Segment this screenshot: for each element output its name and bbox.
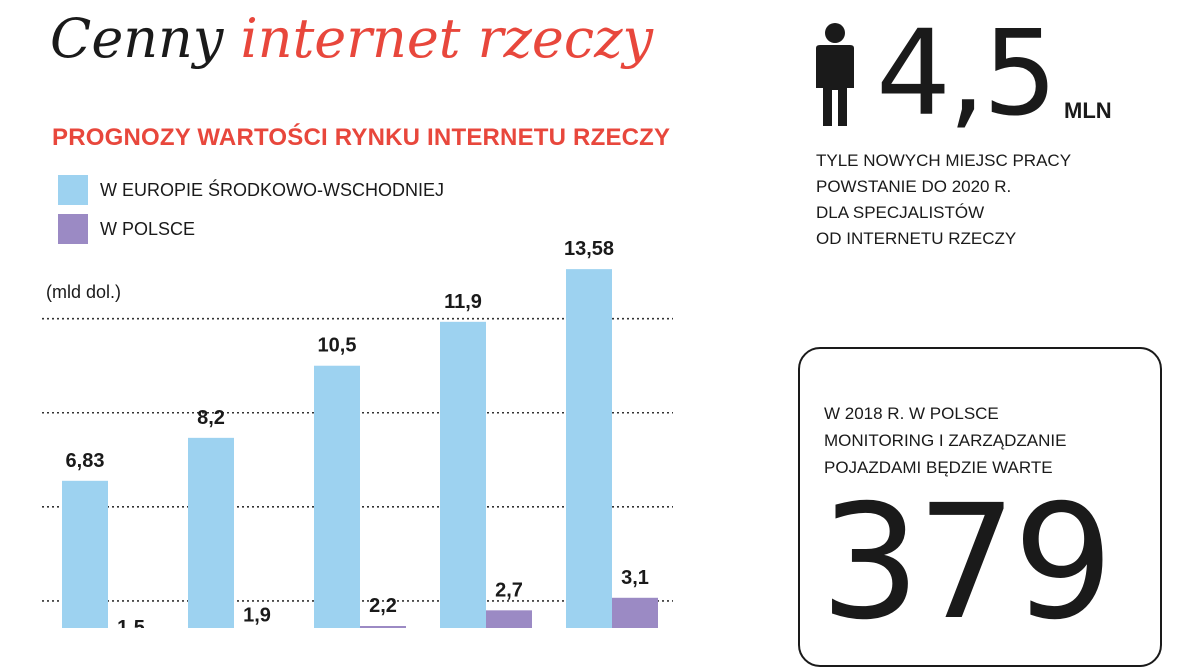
jobs-stat-line: DLA SPECJALISTÓW (816, 203, 985, 222)
bar-europe (62, 480, 108, 628)
box-text-line: W 2018 R. W POLSCE (824, 404, 999, 423)
data-label-europe: 8,2 (197, 407, 225, 429)
y-axis-unit-label: (mld dol.) (46, 282, 122, 302)
jobs-stat-description: TYLE NOWYCH MIEJSC PRACY POWSTANIE DO 20… (816, 148, 1176, 252)
legend-label-poland: W POLSCE (100, 218, 196, 239)
data-label-poland: 2,7 (495, 579, 523, 601)
bar-europe (566, 269, 612, 628)
person-icon (816, 23, 854, 126)
jobs-stat-line: TYLE NOWYCH MIEJSC PRACY (816, 151, 1072, 170)
legend-swatch-poland (58, 214, 88, 244)
legend-item-europe: W EUROPIE ŚRODKOWO-WSCHODNIEJ (58, 175, 444, 205)
bar-europe (314, 365, 360, 628)
jobs-stat-number: 4,5 (876, 4, 1058, 142)
title-part-1: Cenny (50, 7, 241, 70)
bar-chart: 6,83 8,2 10,5 11,9 13,58 1,5 1,9 2,2 2,7 3,1 (42, 238, 673, 628)
box-text-line: POJAZDAMI BĘDZIE WARTE (824, 458, 1053, 477)
data-label-europe: 11,9 (444, 291, 482, 313)
data-label-poland: 1,9 (243, 604, 271, 626)
jobs-stat-line: POWSTANIE DO 2020 R. (816, 177, 1012, 196)
jobs-stat-unit: MLN (1064, 98, 1112, 123)
bar-poland (486, 610, 532, 628)
bar-poland (612, 597, 658, 628)
legend-label-europe: W EUROPIE ŚRODKOWO-WSCHODNIEJ (100, 179, 445, 200)
bar-europe (440, 321, 486, 628)
legend-swatch-europe (58, 175, 88, 205)
legend-item-poland: W POLSCE (58, 214, 195, 244)
bar-europe (188, 437, 234, 628)
data-label-poland: 1,5 (117, 617, 145, 628)
data-label-europe: 6,83 (66, 450, 105, 472)
jobs-stat-line: OD INTERNETU RZECZY (816, 229, 1017, 248)
data-label-poland: 3,1 (621, 567, 649, 589)
bar-poland (360, 626, 406, 628)
vehicle-monitoring-text: W 2018 R. W POLSCE MONITORING I ZARZĄDZA… (824, 400, 1066, 481)
page-title: Cenny internet rzeczy (50, 4, 653, 74)
vehicle-monitoring-number: 379 (820, 471, 1114, 655)
data-label-europe: 13,58 (564, 238, 614, 260)
data-label-poland: 2,2 (369, 595, 397, 617)
title-part-2: internet rzeczy (240, 7, 654, 70)
box-text-line: MONITORING I ZARZĄDZANIE (824, 431, 1067, 450)
chart-title: PROGNOZY WARTOŚCI RYNKU INTERNETU RZECZY (52, 124, 671, 151)
data-label-europe: 10,5 (318, 335, 357, 357)
